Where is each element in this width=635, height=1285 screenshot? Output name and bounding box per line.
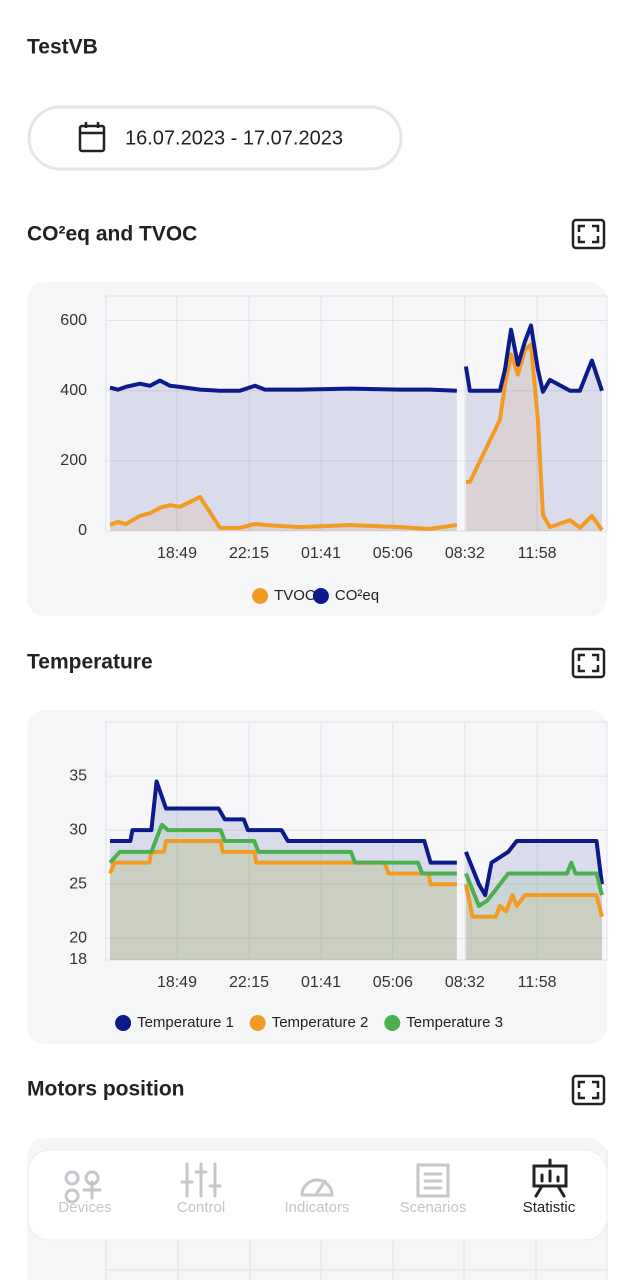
x-tick-label: 22:15 (229, 974, 269, 991)
legend-label: TVOC (274, 587, 316, 604)
section-title: Temperature (27, 651, 153, 674)
y-tick-label: 20 (69, 930, 87, 947)
nav-icon (532, 1158, 568, 1198)
nav-label[interactable]: Statistic (523, 1199, 576, 1216)
y-tick-label: 600 (60, 312, 87, 329)
nav-label[interactable]: Scenarios (400, 1199, 467, 1216)
legend-label: Temperature 1 (137, 1014, 234, 1031)
legend-swatch (312, 588, 329, 604)
nav-icon (300, 1178, 334, 1197)
line (109, 342, 604, 532)
x-tick-label: 01:41 (301, 974, 341, 991)
nav-label[interactable]: Control (177, 1199, 225, 1216)
x-tick-label: 11:58 (518, 545, 557, 562)
y-tick-label: 35 (69, 767, 87, 784)
y-tick-label: 0 (78, 522, 87, 539)
x-tick-label: 01:41 (301, 545, 341, 562)
x-tick-label: 11:58 (518, 974, 557, 991)
area (109, 344, 602, 531)
nav-icon (180, 1162, 222, 1198)
x-tick-label: 08:32 (445, 974, 485, 991)
line (109, 323, 604, 394)
x-tick-label: 18:49 (157, 974, 197, 991)
line (108, 822, 604, 908)
section-title: Motors position (27, 1078, 184, 1101)
x-tick-label: 08:32 (445, 545, 485, 562)
date-picker[interactable] (27, 105, 403, 171)
legend-swatch (384, 1015, 401, 1031)
area (109, 325, 602, 531)
nav-label[interactable]: Devices (58, 1199, 111, 1216)
expand-icons (571, 218, 606, 1106)
expand-button[interactable] (571, 1074, 606, 1106)
line (109, 779, 604, 898)
line (108, 839, 604, 919)
legend-swatch (252, 588, 269, 604)
nav-icon (64, 1170, 102, 1204)
legend-label: Temperature 2 (272, 1014, 369, 1031)
y-tick-label: 200 (60, 452, 87, 469)
nav-label[interactable]: Indicators (284, 1199, 349, 1216)
legend-swatch (115, 1015, 132, 1031)
x-tick-label: 05:06 (373, 545, 413, 562)
device-title: TestVB (27, 36, 98, 59)
area (109, 824, 602, 960)
expand-button[interactable] (571, 647, 606, 679)
nav-icon (416, 1163, 450, 1198)
x-tick-label: 05:06 (373, 974, 413, 991)
date-range: 16.07.2023 - 17.07.2023 (125, 127, 343, 149)
y-tick-label: 18 (69, 951, 87, 968)
expand-button[interactable] (571, 218, 606, 250)
y-tick-label: 25 (69, 875, 87, 892)
legend-label: Temperature 3 (406, 1014, 503, 1031)
x-tick-label: 22:15 (229, 545, 269, 562)
area (109, 841, 602, 960)
legend-swatch (249, 1015, 266, 1031)
section-title: CO²eq and TVOC (27, 223, 197, 246)
y-tick-label: 400 (60, 382, 87, 399)
y-tick-label: 30 (69, 821, 87, 838)
x-tick-label: 18:49 (157, 545, 197, 562)
calendar-icon (78, 122, 106, 153)
legend-label: CO²eq (335, 587, 379, 604)
plot-area (105, 295, 608, 532)
